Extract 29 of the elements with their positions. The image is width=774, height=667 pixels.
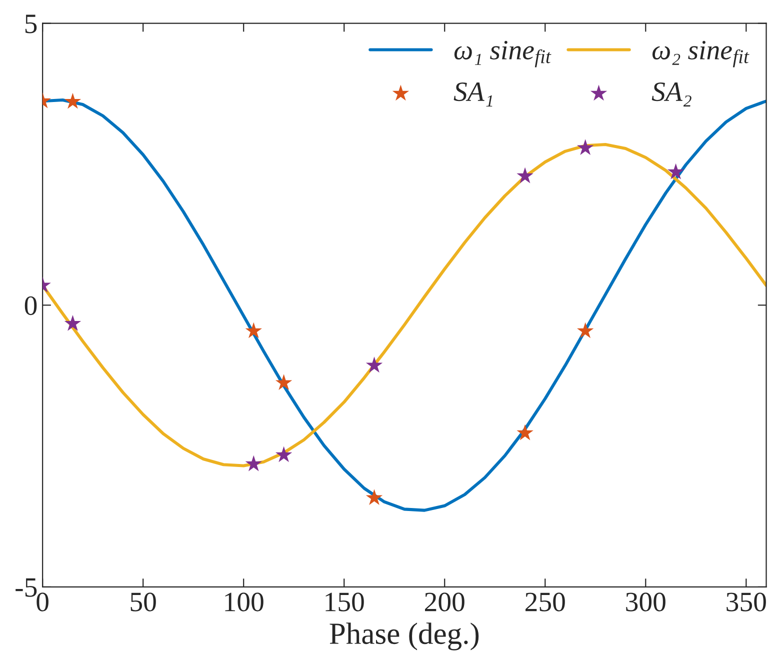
point <box>366 356 383 373</box>
point <box>667 163 684 180</box>
y-tick-label: 5 <box>25 14 37 34</box>
point <box>64 92 82 109</box>
x-tick-label: 100 <box>225 592 264 612</box>
legend-label: SA₁ <box>454 82 492 106</box>
legend-label: ω₁ sine$_{fit}$ <box>454 40 552 68</box>
point <box>366 489 383 506</box>
point <box>516 424 534 440</box>
x-tick-label: 250 <box>526 592 565 612</box>
point <box>245 322 262 338</box>
x-tick-label: 0 <box>36 592 48 612</box>
y-tick-label: 0 <box>24 296 37 316</box>
x-tick-label: 50 <box>130 592 156 612</box>
x-tick-label: 350 <box>726 592 766 612</box>
legend-label: ω₂ sine$_{fit}$ <box>652 40 750 68</box>
point <box>576 322 594 338</box>
x-axis-title: Phase (deg.) <box>330 622 479 650</box>
legend-label: SA₂ <box>652 82 692 106</box>
point <box>275 374 292 390</box>
x-tick-label: 200 <box>425 592 464 612</box>
x-tick-label: 300 <box>626 592 666 612</box>
point <box>64 314 82 331</box>
point <box>516 167 534 184</box>
x-tick-label: 150 <box>326 592 364 612</box>
y-tick-label: -5 <box>16 578 37 597</box>
point <box>576 139 594 156</box>
point <box>245 455 262 472</box>
point <box>275 446 292 462</box>
